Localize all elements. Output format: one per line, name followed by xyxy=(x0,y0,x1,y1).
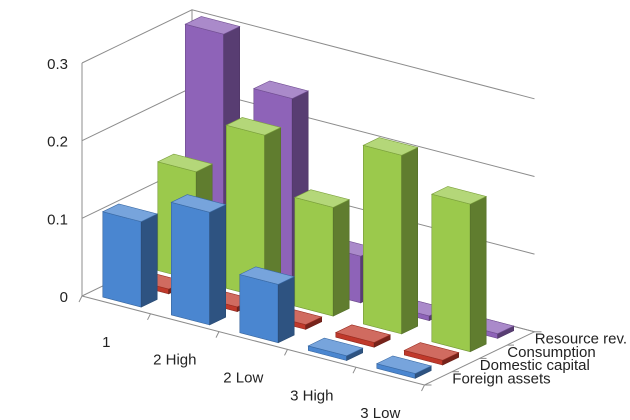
bar-consumption-3-low xyxy=(430,186,488,353)
series-label: Foreign assets xyxy=(452,370,550,387)
bar-side-face xyxy=(209,204,226,326)
bar-top-face xyxy=(403,342,460,361)
bar-top-face xyxy=(430,186,488,205)
y-tick-label: 0.2 xyxy=(47,134,68,151)
bar-side-face xyxy=(469,195,487,353)
bar-front-face xyxy=(102,211,142,308)
x-axis-tick xyxy=(284,349,288,356)
bar-top-face xyxy=(334,324,392,343)
x-tick-label: 3 High xyxy=(290,387,333,404)
bar-top-face xyxy=(307,337,364,357)
bar-domestic-capital-3-high xyxy=(334,324,392,348)
bar-top-face xyxy=(252,80,310,99)
series-label: Resource rev. xyxy=(535,330,627,347)
bar-consumption-3-high xyxy=(362,137,419,335)
bar-side-face xyxy=(401,147,419,335)
bar-top-face xyxy=(184,16,241,35)
x-axis-tick xyxy=(215,331,220,338)
x-axis-tick xyxy=(352,366,357,374)
x-tick-label: 3 Low xyxy=(360,405,400,420)
bar-foreign-assets-3-low xyxy=(375,355,433,379)
bar-side-face xyxy=(332,199,350,317)
bar-side-face xyxy=(277,276,295,344)
bar-front-face xyxy=(362,144,403,335)
series-label: Domestic capital xyxy=(480,357,590,374)
x-axis-line xyxy=(81,295,425,386)
x-tick-label: 2 Low xyxy=(223,370,263,387)
bar-top-face xyxy=(225,117,282,136)
bar-consumption-2-low xyxy=(293,189,351,317)
y-axis-tick-labels: 0 0.1 0.2 0.3 xyxy=(47,56,68,306)
x-axis-tick xyxy=(421,384,425,392)
bar-front-face xyxy=(239,274,279,344)
bar-side-face xyxy=(140,213,158,308)
bar-top-face xyxy=(170,194,227,213)
bar-front-face xyxy=(431,193,471,353)
x-axis-tick-labels: 1 2 High 2 Low 3 High 3 Low xyxy=(102,334,400,420)
bar-front-face xyxy=(294,197,334,317)
bar-foreign-assets-2-low xyxy=(238,266,296,344)
y-tick-label: 0.3 xyxy=(47,56,68,73)
bar-foreign-assets-2-high xyxy=(170,194,227,326)
bar-foreign-assets-1 xyxy=(101,203,159,308)
y-tick-label: 0.1 xyxy=(47,211,68,228)
x-tick-label: 2 High xyxy=(153,352,196,369)
bar-top-face xyxy=(362,137,419,156)
bar-top-face xyxy=(156,153,214,173)
bar-foreign-assets-3-high xyxy=(307,337,364,361)
bar-top-face xyxy=(375,355,433,374)
x-axis-tick xyxy=(147,313,151,321)
bar-top-face xyxy=(238,266,296,285)
bar-consumption-2-high xyxy=(225,117,282,299)
series-label: Consumption xyxy=(507,344,595,361)
bar-domestic-capital-3-low xyxy=(403,342,460,366)
bar-front-face xyxy=(171,201,210,326)
x-axis-tick xyxy=(78,295,83,303)
bar-top-face xyxy=(293,189,351,208)
x-tick-label: 1 xyxy=(102,334,110,351)
y-tick-label: 0 xyxy=(60,289,68,306)
bar-top-face xyxy=(101,203,159,223)
chart-bars xyxy=(101,16,515,379)
